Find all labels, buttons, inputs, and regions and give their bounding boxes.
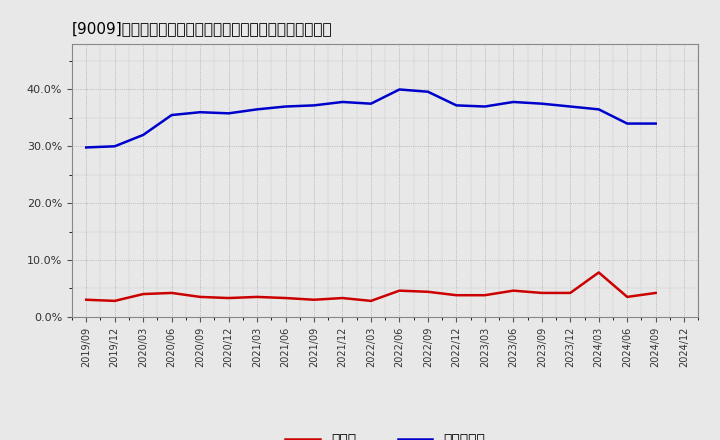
- 現顔金: [110, 298, 119, 304]
- 有利子負債: [623, 121, 631, 126]
- 有利子負債: [282, 104, 290, 109]
- 有利子負債: [566, 104, 575, 109]
- 現顔金: [623, 294, 631, 300]
- 有利子負債: [480, 104, 489, 109]
- 有利子負債: [537, 101, 546, 106]
- 現顔金: [566, 290, 575, 296]
- 現顔金: [509, 288, 518, 293]
- 有利子負債: [225, 111, 233, 116]
- 有利子負債: [595, 107, 603, 112]
- 現顔金: [225, 295, 233, 301]
- 現顔金: [366, 298, 375, 304]
- 有利子負債: [110, 143, 119, 149]
- Text: [9009]　現顔金、有利子負債の総資産に対する比率の推移: [9009] 現顔金、有利子負債の総資産に対する比率の推移: [72, 21, 333, 36]
- 現顔金: [595, 270, 603, 275]
- 現顔金: [338, 295, 347, 301]
- 有利子負債: [310, 103, 318, 108]
- Line: 現顔金: 現顔金: [86, 272, 656, 301]
- 有利子負債: [167, 112, 176, 117]
- 有利子負債: [452, 103, 461, 108]
- 有利子負債: [366, 101, 375, 106]
- 有利子負債: [395, 87, 404, 92]
- 現顔金: [537, 290, 546, 296]
- 現顔金: [139, 291, 148, 297]
- Line: 有利子負債: 有利子負債: [86, 89, 656, 147]
- 現顔金: [652, 290, 660, 296]
- 有利子負債: [652, 121, 660, 126]
- 現顔金: [167, 290, 176, 296]
- 有利子負債: [423, 89, 432, 94]
- 有利子負債: [82, 145, 91, 150]
- 現顔金: [253, 294, 261, 300]
- 現顔金: [310, 297, 318, 302]
- 有利子負債: [253, 107, 261, 112]
- 現顔金: [452, 293, 461, 298]
- 有利子負債: [509, 99, 518, 105]
- 有利子負債: [139, 132, 148, 138]
- 現顔金: [196, 294, 204, 300]
- 現顔金: [282, 295, 290, 301]
- Legend: 現顔金, 有利子負債: 現顔金, 有利子負債: [279, 427, 491, 440]
- 現顔金: [395, 288, 404, 293]
- 有利子負債: [338, 99, 347, 105]
- 有利子負債: [196, 110, 204, 115]
- 現顔金: [423, 289, 432, 294]
- 現顔金: [480, 293, 489, 298]
- 現顔金: [82, 297, 91, 302]
